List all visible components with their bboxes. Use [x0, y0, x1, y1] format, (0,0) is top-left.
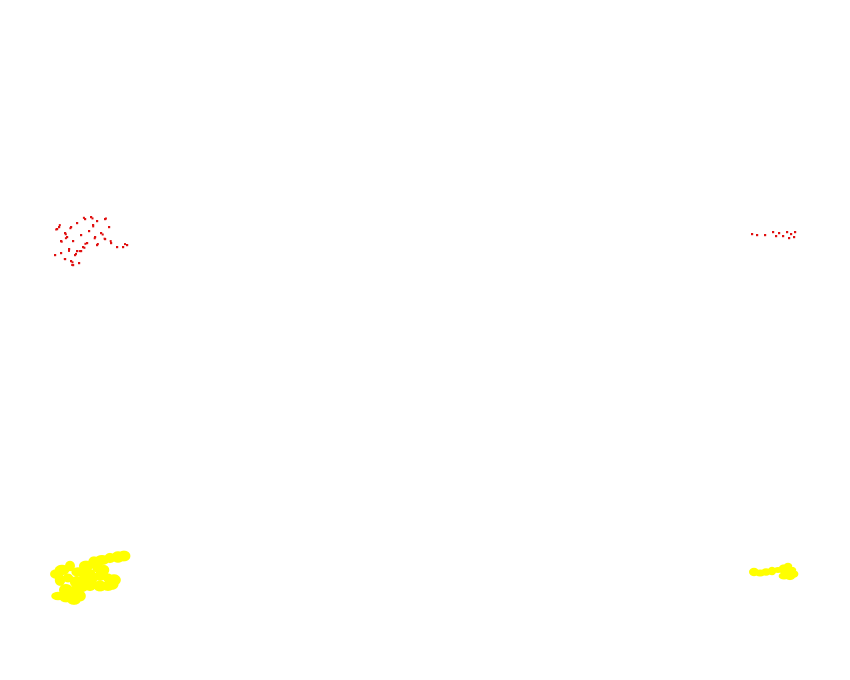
red-dot: [54, 254, 57, 257]
red-dot: [90, 216, 93, 219]
red-dot: [794, 231, 797, 234]
yellow-blob: [80, 568, 96, 580]
red-dot: [101, 233, 104, 236]
red-dot: [92, 224, 95, 227]
red-dot-cluster-right: [751, 231, 797, 240]
red-dot: [96, 243, 99, 245]
red-dot: [778, 232, 781, 235]
red-dot: [78, 250, 81, 253]
red-dot: [58, 226, 61, 229]
red-dot: [775, 235, 778, 238]
red-dot: [72, 240, 75, 243]
red-dot: [104, 217, 107, 220]
yellow-blob-cluster-right: [749, 562, 799, 581]
red-dot: [80, 250, 83, 253]
red-dot: [116, 246, 119, 249]
yellow-blob: [50, 569, 62, 579]
red-dot: [82, 216, 85, 219]
yellow-blob: [117, 550, 131, 562]
yellow-blob: [789, 570, 799, 578]
red-dot: [58, 224, 61, 227]
red-dot: [110, 242, 113, 245]
red-dot: [68, 249, 70, 252]
red-dot: [68, 248, 71, 251]
red-dot: [88, 230, 91, 233]
red-dot: [124, 243, 126, 246]
red-dot: [70, 260, 73, 263]
red-dot: [788, 237, 791, 240]
red-dot: [71, 264, 74, 266]
yellow-blob: [780, 568, 792, 576]
red-dot: [94, 236, 97, 239]
red-dot: [96, 244, 99, 247]
red-dot: [93, 237, 96, 240]
red-dot: [76, 222, 79, 225]
red-dot: [64, 237, 67, 240]
red-dot: [70, 226, 73, 229]
red-dot: [108, 226, 111, 229]
red-dot: [772, 231, 775, 234]
yellow-blob: [84, 580, 96, 592]
red-dot: [790, 233, 793, 236]
red-dot: [64, 233, 67, 236]
red-dot: [82, 246, 85, 249]
red-dot: [109, 240, 112, 243]
red-dot: [86, 242, 89, 245]
yellow-blob: [98, 564, 110, 576]
red-dot: [78, 262, 81, 265]
red-dot: [786, 231, 789, 234]
red-dot: [782, 235, 785, 238]
yellow-blob: [65, 560, 75, 572]
red-dot: [80, 234, 83, 237]
red-dot: [71, 261, 74, 264]
red-dot: [60, 252, 63, 255]
red-dot: [793, 236, 796, 239]
red-dot: [103, 237, 106, 240]
red-dot: [91, 217, 94, 220]
red-dot: [751, 233, 754, 236]
red-dot: [126, 244, 129, 247]
red-dot: [55, 228, 58, 231]
yellow-blob: [74, 590, 86, 602]
red-dot: [96, 220, 99, 223]
red-dot: [69, 227, 72, 230]
yellow-blob-cluster-left: [50, 550, 131, 605]
red-dot: [66, 236, 69, 239]
red-dot: [100, 232, 103, 235]
red-dot: [83, 246, 86, 249]
red-dot: [764, 234, 767, 237]
red-dot: [75, 252, 77, 255]
red-dot: [63, 258, 66, 260]
red-dot: [756, 234, 759, 237]
red-dot: [74, 254, 77, 257]
red-dot: [84, 218, 87, 221]
red-dot: [84, 242, 87, 245]
yellow-blob: [105, 578, 119, 590]
red-dot: [76, 250, 79, 253]
red-dot: [64, 232, 67, 235]
red-dot: [122, 246, 125, 249]
red-dot-cluster-left: [54, 216, 129, 267]
red-dot: [92, 225, 95, 228]
red-dot: [60, 240, 63, 243]
